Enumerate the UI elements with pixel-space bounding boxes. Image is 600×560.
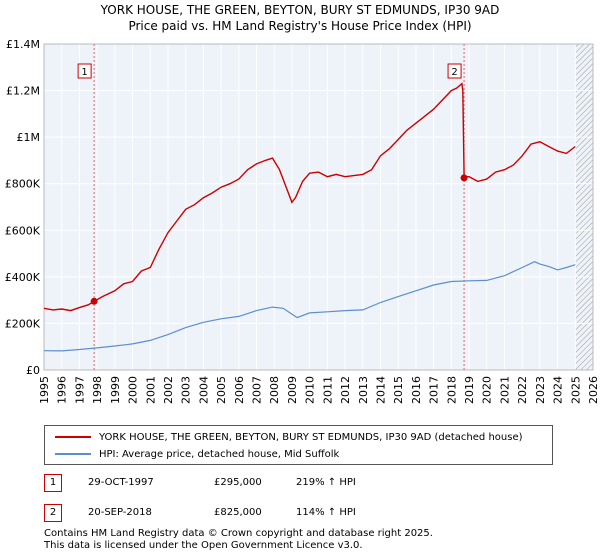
x-tick-label: 2006 bbox=[233, 376, 246, 404]
x-tick-label: 2025 bbox=[569, 376, 582, 404]
x-tick-label: 2016 bbox=[410, 376, 423, 404]
y-tick-label: £600K bbox=[5, 224, 41, 237]
y-tick-label: £200K bbox=[5, 317, 41, 330]
y-tick-label: £800K bbox=[5, 178, 41, 191]
legend-item-hpi: HPI: Average price, detached house, Mid … bbox=[55, 446, 339, 462]
x-tick-label: 1995 bbox=[38, 376, 51, 404]
legend-label-hpi: HPI: Average price, detached house, Mid … bbox=[99, 448, 340, 460]
x-tick-label: 2002 bbox=[162, 376, 175, 404]
x-tick-label: 1998 bbox=[91, 376, 104, 404]
transaction-marker-badge: 2 bbox=[44, 504, 62, 522]
marker-label-box bbox=[447, 63, 462, 79]
x-tick-label: 2020 bbox=[481, 376, 494, 404]
chart-title: YORK HOUSE, THE GREEN, BEYTON, BURY ST E… bbox=[100, 3, 500, 17]
transaction-marker-badge: 1 bbox=[44, 474, 62, 492]
transaction-date: 20-SEP-2018 bbox=[88, 507, 152, 518]
x-tick-label: 1999 bbox=[109, 376, 122, 404]
sale-point bbox=[460, 174, 468, 182]
chart-subtitle: Price paid vs. HM Land Registry's House … bbox=[128, 19, 472, 33]
legend-label-property: YORK HOUSE, THE GREEN, BEYTON, BURY ST E… bbox=[99, 431, 523, 443]
x-tick-label: 2023 bbox=[534, 376, 547, 404]
x-tick-label: 1997 bbox=[73, 376, 86, 404]
x-tick-label: 2014 bbox=[374, 376, 387, 404]
marker-label-box bbox=[77, 63, 92, 79]
x-tick-label: 2001 bbox=[144, 376, 157, 404]
x-tick-label: 2024 bbox=[552, 376, 565, 404]
x-tick-label: 2009 bbox=[286, 376, 299, 404]
x-tick-label: 2021 bbox=[498, 376, 511, 404]
marker-label: 1 bbox=[81, 67, 87, 78]
x-tick-label: 2019 bbox=[463, 376, 476, 404]
x-tick-label: 1996 bbox=[56, 376, 69, 404]
x-tick-label: 2018 bbox=[445, 376, 458, 404]
marker-label: 2 bbox=[451, 67, 457, 78]
x-tick-label: 2004 bbox=[197, 376, 210, 404]
transaction-price: £295,000 bbox=[214, 477, 262, 488]
x-tick-label: 2026 bbox=[587, 376, 600, 404]
x-tick-label: 2003 bbox=[180, 376, 193, 404]
transaction-hpi-change: 219% ↑ HPI bbox=[296, 477, 356, 488]
x-tick-label: 2010 bbox=[304, 376, 317, 404]
y-tick-label: £0 bbox=[26, 364, 40, 377]
future-hatch-region bbox=[575, 44, 593, 370]
legend-swatch-hpi bbox=[55, 453, 91, 455]
footer-licence: This data is licensed under the Open Gov… bbox=[44, 540, 363, 551]
legend-swatch-property bbox=[55, 436, 91, 438]
transaction-price: £825,000 bbox=[214, 507, 262, 518]
legend-item-property: YORK HOUSE, THE GREEN, BEYTON, BURY ST E… bbox=[55, 429, 523, 445]
x-tick-label: 2012 bbox=[339, 376, 352, 404]
series-line-hpi bbox=[44, 261, 576, 352]
x-tick-label: 2022 bbox=[516, 376, 529, 404]
x-tick-label: 2011 bbox=[321, 376, 334, 404]
x-tick-label: 2007 bbox=[251, 376, 264, 404]
x-tick-label: 2017 bbox=[428, 376, 441, 404]
y-tick-label: £400K bbox=[5, 271, 41, 284]
transaction-hpi-change: 114% ↑ HPI bbox=[296, 507, 356, 518]
y-tick-label: £1M bbox=[17, 131, 41, 144]
plot-frame bbox=[43, 43, 594, 371]
footer-copyright: Contains HM Land Registry data © Crown c… bbox=[44, 528, 433, 539]
footer: Contains HM Land Registry data © Crown c… bbox=[44, 528, 433, 552]
sale-point bbox=[90, 297, 98, 305]
y-tick-label: £1.4M bbox=[6, 38, 40, 51]
chart-legend: YORK HOUSE, THE GREEN, BEYTON, BURY ST E… bbox=[44, 425, 553, 465]
x-tick-label: 2013 bbox=[357, 376, 370, 404]
x-tick-label: 2008 bbox=[268, 376, 281, 404]
x-tick-label: 2000 bbox=[127, 376, 140, 404]
x-tick-label: 2005 bbox=[215, 376, 228, 404]
transaction-date: 29-OCT-1997 bbox=[88, 477, 154, 488]
plot-area bbox=[44, 44, 593, 370]
price-chart: £0 £200K £400K £600K £800K £1M £1.2M £1.4M 1995 1… bbox=[5, 38, 600, 404]
x-tick-label: 2015 bbox=[392, 376, 405, 404]
series-line-property bbox=[44, 82, 576, 312]
y-tick-label: £1.2M bbox=[6, 85, 40, 98]
